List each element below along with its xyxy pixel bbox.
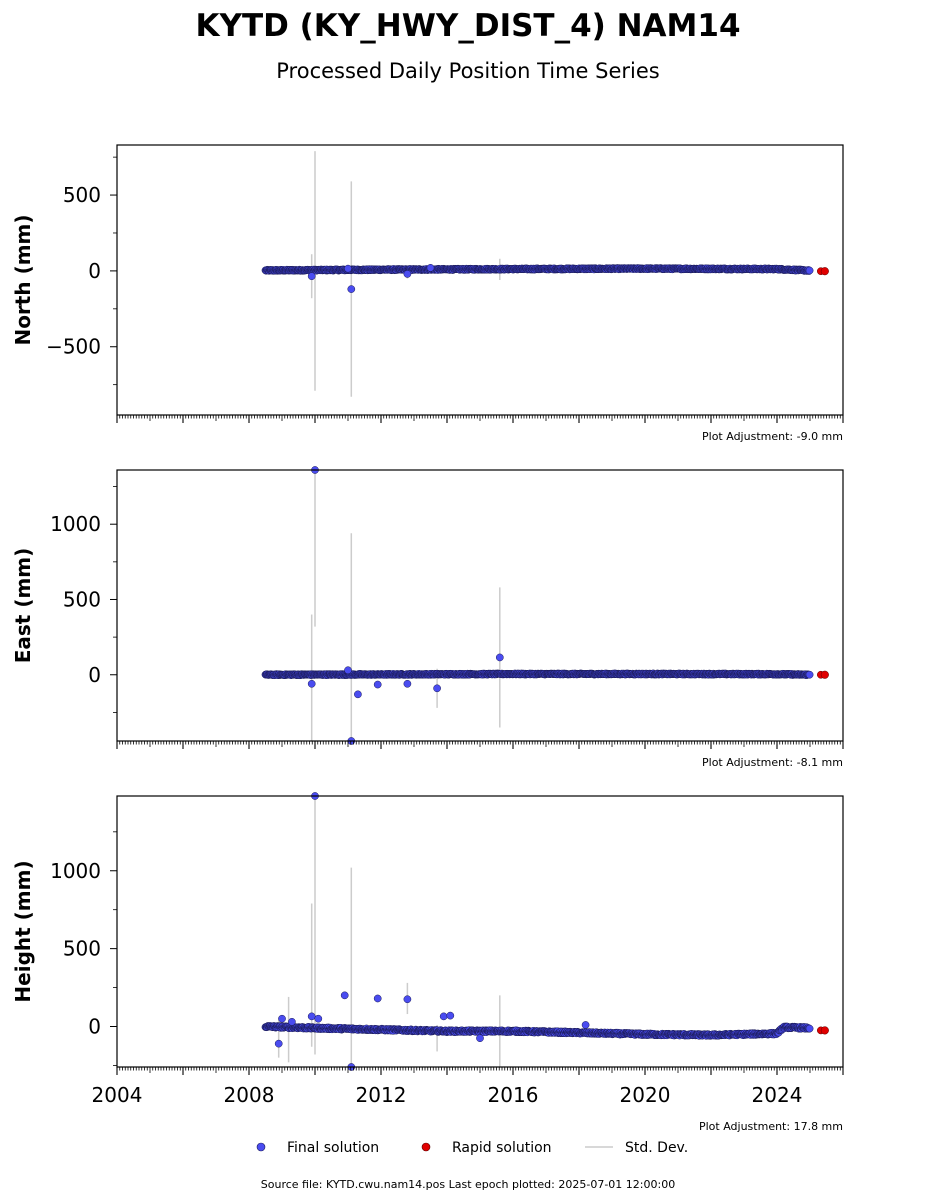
final-point: [805, 1024, 814, 1033]
final-outlier-point: [344, 264, 352, 273]
rapid-point: [820, 1026, 829, 1035]
y-tick-label: 500: [63, 183, 101, 207]
rapid-point: [820, 267, 829, 276]
final-outlier-point: [278, 1014, 286, 1023]
panel-2: 1000 500 0 East (mm) Plot Adjustment: -8.1 m…: [11, 466, 844, 769]
x-tick-label: 2012: [356, 1083, 407, 1107]
final-outlier-point: [373, 994, 382, 1003]
y-tick-label: 0: [88, 663, 101, 687]
final-outlier-point: [344, 666, 352, 675]
y-tick-label: −500: [46, 335, 101, 359]
final-outlier-point: [476, 1034, 484, 1043]
x-tick-label: 2020: [620, 1083, 671, 1107]
final-point: [805, 266, 814, 275]
rapid-point: [820, 670, 829, 679]
final-outlier-point: [439, 1012, 448, 1021]
final-point: [805, 670, 814, 679]
final-outlier-point: [495, 653, 504, 662]
legend: Final solution Rapid solution Std. Dev.: [256, 1140, 688, 1156]
x-tick-label: 2004: [92, 1083, 143, 1107]
legend-rapid-marker: [421, 1142, 431, 1152]
x-tick-label: 2024: [752, 1083, 803, 1107]
x-tick-label: 2016: [488, 1083, 539, 1107]
source-footer: Source file: KYTD.cwu.nam14.pos Last epo…: [261, 1178, 675, 1191]
legend-final-marker: [256, 1142, 266, 1152]
final-outlier-point: [354, 690, 362, 699]
legend-rapid-label: Rapid solution: [452, 1140, 552, 1156]
y-tick-label: 500: [63, 587, 101, 611]
final-outlier-point: [307, 1012, 316, 1021]
final-outlier-point: [307, 679, 316, 688]
final-outlier-point: [403, 995, 412, 1004]
y-tick-label: 0: [88, 259, 101, 283]
final-outlier-point: [288, 1017, 296, 1026]
final-outlier-point: [340, 991, 349, 1000]
final-outlier-point: [403, 679, 412, 688]
chart-title: KYTD (KY_HWY_DIST_4) NAM14: [195, 8, 740, 44]
final-outlier-point: [274, 1039, 283, 1048]
x-tick-label: 2008: [224, 1083, 275, 1107]
panel-3: 1000 500 0 2004 2008 2012 2016 2020 2024 Height (…: [11, 792, 844, 1133]
final-outlier-point: [373, 680, 382, 689]
final-outlier-point: [403, 270, 412, 278]
y-tick-label: 1000: [50, 512, 101, 536]
panels: 500 0 −500 North (mm) Plot Adjustment: -9.0 …: [11, 144, 844, 1133]
legend-std-label: Std. Dev.: [625, 1140, 688, 1156]
y-axis-label: East (mm): [11, 548, 35, 664]
final-outlier-point: [446, 1011, 455, 1020]
final-outlier-point: [314, 1014, 323, 1023]
chart-subtitle: Processed Daily Position Time Series: [276, 59, 660, 83]
y-tick-label: 0: [88, 1015, 101, 1039]
axes-frame: [116, 469, 844, 742]
final-outlier-point: [433, 684, 441, 693]
plot-adjustment-label: Plot Adjustment: -9.0 mm: [702, 430, 843, 443]
final-outlier-point: [426, 264, 435, 272]
plot-adjustment-label: Plot Adjustment: 17.8 mm: [699, 1120, 843, 1133]
panel-1: 500 0 −500 North (mm) Plot Adjustment: -9.0 …: [11, 144, 844, 443]
y-tick-label: 1000: [50, 859, 101, 883]
y-axis-label: North (mm): [11, 214, 35, 345]
plot-adjustment-label: Plot Adjustment: -8.1 mm: [702, 756, 843, 769]
y-tick-label: 500: [63, 937, 101, 961]
axes-frame: [116, 795, 844, 1068]
legend-final-label: Final solution: [287, 1140, 379, 1156]
final-outlier-point: [581, 1021, 590, 1029]
axes-frame: [116, 144, 844, 416]
y-axis-label: Height (mm): [11, 860, 35, 1002]
final-outlier-point: [347, 285, 356, 293]
final-outlier-point: [307, 272, 316, 281]
